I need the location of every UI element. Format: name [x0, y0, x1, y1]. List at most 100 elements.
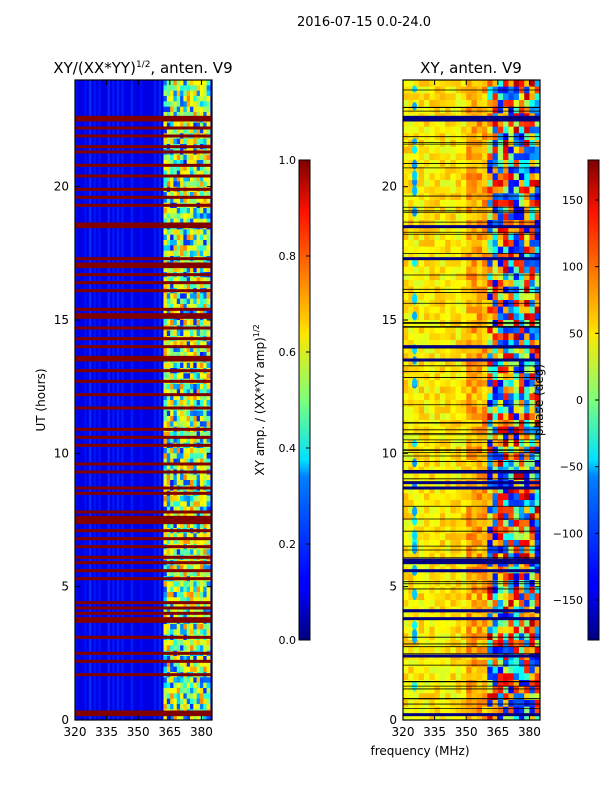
amplitude-cell — [166, 101, 171, 108]
phase-cell — [418, 673, 425, 681]
phase-cell — [487, 553, 494, 561]
amplitude-colorbar-tick-label: 0.8 — [279, 250, 297, 263]
phase-cell — [424, 233, 430, 241]
phase-cell — [471, 360, 478, 368]
phase-cell — [450, 200, 457, 208]
amplitude-cell — [190, 170, 194, 177]
amplitude-cell — [199, 592, 204, 598]
amplitude-cell — [193, 341, 198, 348]
amplitude-cell — [163, 549, 168, 556]
amplitude-cell — [183, 533, 188, 540]
phase-cell — [450, 313, 457, 321]
phase-cell — [466, 373, 472, 381]
amplitude-cell — [203, 250, 208, 257]
phase-cell — [439, 506, 446, 514]
amplitude-flagged-row — [75, 611, 212, 615]
amplitude-cell — [190, 309, 194, 316]
phase-cell — [518, 673, 525, 681]
phase-cell — [482, 460, 488, 468]
phase-cell — [513, 540, 520, 548]
amplitude-cell — [206, 448, 211, 454]
phase-cell — [524, 380, 530, 388]
phase-cell — [460, 233, 467, 241]
amplitude-cell — [176, 597, 181, 604]
amplitude-cell — [183, 410, 188, 417]
amplitude-cell — [173, 538, 178, 545]
phase-cell — [439, 240, 446, 248]
phase-cell — [450, 533, 457, 541]
amplitude-flagged-row — [75, 521, 212, 525]
amplitude-cell — [183, 645, 188, 652]
amplitude-cell — [166, 90, 171, 97]
amplitude-stripe — [135, 80, 138, 720]
amplitude-cell — [170, 645, 174, 652]
amplitude-cell — [206, 480, 211, 486]
amplitude-cell — [176, 416, 181, 422]
phase-cell — [460, 173, 467, 181]
phase-cell — [408, 506, 415, 514]
amplitude-cell — [199, 704, 204, 710]
phase-cell — [424, 586, 430, 594]
phase-cell — [408, 680, 415, 688]
phase-cell — [466, 100, 472, 108]
phase-cell — [403, 166, 409, 174]
amplitude-stripe — [139, 80, 143, 720]
amplitude-cell — [166, 410, 171, 417]
phase-cell — [503, 706, 509, 714]
amplitude-cell — [183, 666, 188, 673]
amplitude-cell — [206, 384, 211, 390]
phase-cell — [429, 486, 436, 494]
phase-cell — [466, 173, 472, 181]
phase-cell — [508, 200, 515, 208]
amplitude-flagged-row — [75, 529, 212, 533]
phase-cell — [508, 380, 515, 388]
phase-cell — [434, 453, 441, 461]
phase-cell — [503, 360, 509, 368]
phase-cell — [429, 386, 436, 394]
amplitude-flagged-row — [75, 577, 212, 581]
phase-cell — [497, 200, 504, 208]
amplitude-cell — [186, 176, 191, 182]
phase-cell — [513, 486, 520, 494]
phase-cell — [524, 713, 530, 720]
amplitude-cell — [190, 234, 194, 241]
amplitude-cell — [196, 240, 201, 246]
phase-cell — [460, 200, 467, 208]
amplitude-cell — [193, 682, 198, 689]
phase-cell — [534, 286, 540, 294]
phase-cell — [466, 366, 472, 374]
phase-cell — [434, 573, 441, 581]
phase-cell — [408, 686, 415, 694]
phase-cell — [424, 193, 430, 201]
phase-cell — [487, 473, 494, 481]
phase-cell — [497, 666, 504, 674]
amplitude-cell — [203, 437, 208, 444]
phase-cell — [482, 260, 488, 268]
phase-cell — [429, 360, 436, 368]
amplitude-cell — [196, 384, 201, 390]
amplitude-cell — [206, 304, 211, 310]
amplitude-cell — [176, 602, 181, 609]
phase-cell — [466, 440, 472, 448]
amplitude-cell — [163, 506, 168, 513]
amplitude-cell — [170, 501, 174, 508]
phase-cell — [492, 473, 499, 481]
phase-cell — [513, 286, 520, 294]
amplitude-cell — [190, 330, 194, 337]
phase-cell — [492, 493, 499, 501]
amplitude-cell — [186, 128, 191, 134]
phase-cell — [429, 400, 436, 408]
phase-cell — [418, 413, 425, 421]
phase-cell — [424, 440, 430, 448]
phase-cell — [466, 706, 472, 714]
phase-cell — [482, 146, 488, 154]
amplitude-cell — [206, 714, 211, 720]
phase-cell — [439, 400, 446, 408]
phase-cell — [413, 486, 420, 494]
phase-cell — [450, 393, 457, 401]
phase-cell — [450, 413, 457, 421]
phase-cell — [524, 393, 530, 401]
phase-cell — [424, 486, 430, 494]
amplitude-cell — [186, 192, 191, 198]
phase-cell — [429, 686, 436, 694]
